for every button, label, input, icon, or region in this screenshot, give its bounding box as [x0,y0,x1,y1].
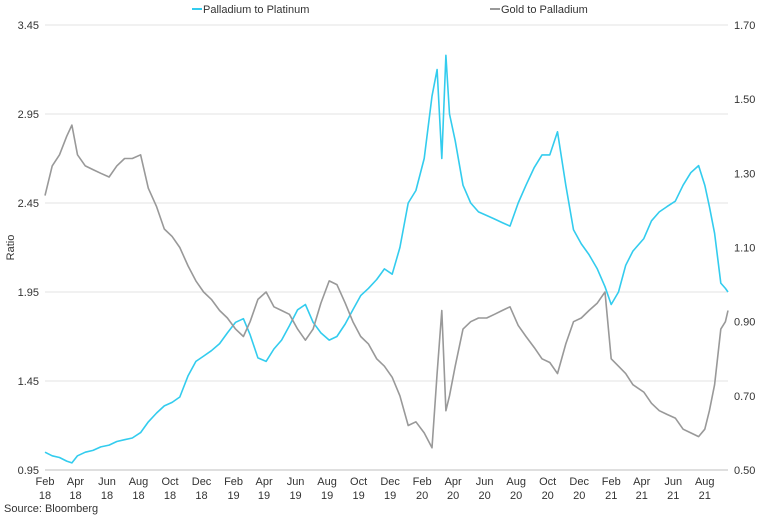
x-tick-label-year: 18 [39,490,51,502]
x-tick-label-year: 21 [605,490,617,502]
x-tick-label: Feb [36,476,55,488]
y-left-tick-label: 1.95 [18,287,39,299]
x-tick-label-year: 20 [416,490,428,502]
legend-label-gold-to-palladium: Gold to Palladium [501,4,588,16]
x-tick-label-year: 20 [510,490,522,502]
x-tick-label: Apr [445,476,462,488]
x-tick-label-year: 19 [227,490,239,502]
x-tick-label-year: 19 [289,490,301,502]
y-right-tick-label: 1.70 [734,20,755,32]
x-tick-label: Aug [506,476,526,488]
x-tick-label: Apr [633,476,650,488]
x-tick-label: Dec [380,476,400,488]
x-tick-label: Aug [129,476,149,488]
x-tick-label: Feb [413,476,432,488]
x-tick-label: Feb [224,476,243,488]
source-note: Source: Bloomberg [4,503,98,515]
x-tick-label-year: 18 [69,490,81,502]
y-right-tick-label: 1.30 [734,168,755,180]
x-tick-label: Jun [287,476,305,488]
y-right-tick-label: 0.50 [734,465,755,477]
x-tick-label-year: 20 [542,490,554,502]
x-tick-label-year: 19 [384,490,396,502]
series-line-palladium-to-platinum [44,54,729,464]
x-tick-label-year: 19 [258,490,270,502]
x-tick-label-year: 20 [573,490,585,502]
x-tick-label: Oct [350,476,367,488]
x-tick-label-year: 21 [667,490,679,502]
x-tick-label: Dec [192,476,212,488]
x-tick-label: Aug [695,476,715,488]
y-left-tick-label: 0.95 [18,465,39,477]
y-right-tick-label: 1.10 [734,243,755,255]
legend-label-palladium-to-platinum: Palladium to Platinum [203,4,309,16]
x-tick-label-year: 21 [636,490,648,502]
x-tick-label: Dec [569,476,589,488]
x-tick-label-year: 18 [164,490,176,502]
y-left-tick-label: 2.45 [18,198,39,210]
series-line-gold-to-palladium [44,124,729,449]
y-axis-label: Ratio [5,235,17,261]
x-tick-label-year: 21 [699,490,711,502]
y-left-tick-label: 2.95 [18,109,39,121]
x-tick-label-year: 18 [101,490,113,502]
x-tick-label: Oct [539,476,556,488]
y-right-tick-label: 0.70 [734,391,755,403]
y-right-tick-label: 0.90 [734,317,755,329]
y-left-tick-label: 1.45 [18,376,39,388]
x-tick-label-year: 18 [132,490,144,502]
x-tick-label-year: 19 [321,490,333,502]
x-tick-label: Jun [98,476,116,488]
x-tick-label-year: 20 [447,490,459,502]
x-tick-label: Apr [255,476,272,488]
x-tick-label: Apr [67,476,84,488]
x-tick-label-year: 18 [195,490,207,502]
x-tick-label: Feb [602,476,621,488]
y-right-tick-label: 1.50 [734,94,755,106]
x-tick-label-year: 20 [479,490,491,502]
x-tick-label: Aug [317,476,337,488]
x-tick-label: Jun [476,476,494,488]
x-tick-label: Oct [161,476,178,488]
x-tick-label: Jun [664,476,682,488]
x-tick-label-year: 19 [352,490,364,502]
y-left-tick-label: 3.45 [18,20,39,32]
